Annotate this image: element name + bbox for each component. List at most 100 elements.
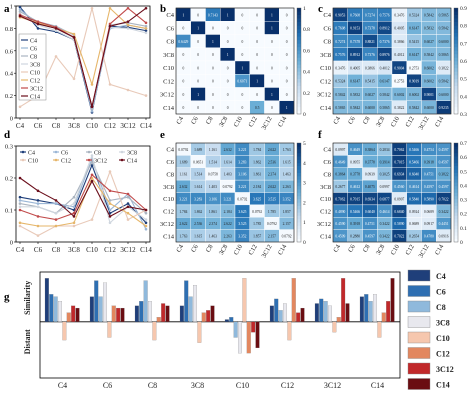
- cell-label: 0: [182, 66, 184, 70]
- cell-label: 0.2753: [394, 80, 404, 84]
- series-line-C14: [19, 7, 147, 107]
- x-tick-label: 3C8: [68, 122, 80, 130]
- cell-label: 0: [182, 106, 184, 110]
- x-tick-label: 3C8: [68, 246, 80, 254]
- bar: [300, 307, 305, 322]
- cell-label: 1.615: [194, 235, 202, 239]
- colorbar-segment: [454, 176, 458, 180]
- legend-label: C14: [127, 159, 137, 165]
- legend-label: C10: [436, 334, 450, 343]
- colorbar-segment: [454, 99, 458, 104]
- data-point: [126, 27, 130, 30]
- colorbar-segment: [454, 166, 458, 170]
- cell-label: 0: [256, 27, 258, 31]
- bar: [336, 317, 341, 322]
- row-label: C14: [163, 233, 175, 240]
- cell-label: 0.4597: [365, 235, 375, 239]
- bar: [368, 301, 373, 322]
- legend-label: C10: [28, 159, 38, 165]
- bar: [314, 303, 319, 322]
- cell-label: 1.689: [179, 160, 187, 164]
- bar: [98, 296, 103, 322]
- cell-label: 0.6934: [365, 197, 375, 201]
- cell-label: 0: [271, 106, 273, 110]
- cell-label: 0: [227, 40, 229, 44]
- colorbar-segment: [454, 212, 458, 216]
- colorbar-tick: 0.2: [303, 91, 310, 97]
- data-point: [144, 29, 148, 32]
- cell-label: 1: [197, 93, 199, 97]
- colorbar-segment: [297, 8, 301, 12]
- cell-label: 0: [197, 13, 199, 17]
- data-point: [18, 221, 22, 225]
- colorbar-segment: [297, 179, 301, 183]
- cell-label: 0.0792: [223, 185, 233, 189]
- cell-label: 0.6000: [365, 106, 375, 110]
- colorbar-segment: [454, 232, 458, 236]
- bar: [224, 319, 229, 322]
- legend-swatch: [407, 300, 431, 313]
- x-tick-label: C4: [16, 122, 25, 130]
- colorbar-segment: [297, 225, 301, 230]
- legend-label: C14: [30, 95, 40, 101]
- bar: [390, 278, 395, 322]
- col-label: C12: [404, 244, 415, 257]
- bar: [229, 317, 234, 322]
- cell-label: 1.862: [253, 160, 261, 164]
- data-point: [108, 22, 112, 26]
- cell-label: 1.861: [209, 210, 217, 214]
- data-point: [72, 211, 76, 215]
- legend-label: C12: [436, 350, 450, 359]
- cell-label: 2.622: [268, 185, 276, 189]
- cell-label: 0: [212, 80, 214, 84]
- col-label: C14: [434, 115, 446, 129]
- heatmap-panel-e: 0.0792 1.689 1.161 2.632 3.221 1.784 2.622 1.76…: [160, 141, 306, 259]
- colorbar-segment: [454, 53, 458, 58]
- cell-label: 0.7274: [335, 40, 345, 44]
- x-tick-label: C4: [16, 246, 25, 254]
- series-line-3C8: [20, 153, 147, 224]
- colorbar-segment: [454, 71, 458, 76]
- cell-label: 0: [182, 93, 184, 97]
- col-label: C10: [233, 116, 244, 129]
- bar: [287, 321, 292, 341]
- x-tick-label: C6: [34, 246, 43, 254]
- colorbar-segment: [297, 159, 301, 164]
- cell-label: 0.5324: [409, 13, 419, 17]
- col-label: C8: [205, 244, 215, 254]
- data-point: [144, 6, 148, 10]
- colorbar-segment: [297, 11, 301, 16]
- cell-label: 0.5842: [439, 27, 449, 31]
- data-point: [54, 27, 58, 30]
- heatmap-frame: [175, 142, 295, 243]
- colorbar-segment: [297, 103, 301, 108]
- bar: [89, 296, 94, 322]
- col-label: C10: [390, 116, 401, 129]
- colorbar-segment: [454, 218, 458, 223]
- cell-label: 0.9053: [335, 13, 345, 17]
- cell-label: 0.3476: [335, 66, 345, 70]
- cell-label: 0: [256, 40, 258, 44]
- cell-label: 3.625: [253, 197, 261, 201]
- series-line-C6: [19, 157, 147, 230]
- colorbar-segment: [297, 89, 301, 94]
- cell-label: 0.4509: [335, 235, 345, 239]
- colorbar-segment: [297, 185, 301, 190]
- colorbar-tick: 0.3: [460, 198, 467, 204]
- cell-label: 0.6840: [394, 210, 404, 214]
- cell-label: 1.857: [253, 235, 261, 239]
- bar: [53, 296, 58, 322]
- cell-label: 0.5466: [409, 148, 419, 152]
- col-label: 3C8: [218, 244, 229, 257]
- cell-label: 3.525: [268, 197, 276, 201]
- cell-label: 0.0917: [424, 222, 434, 226]
- data-point: [18, 10, 22, 13]
- cell-label: 1.785: [253, 222, 261, 226]
- cell-label: 0: [241, 106, 243, 110]
- cell-label: 0.6877: [380, 197, 390, 201]
- cell-label: 0.3778: [365, 160, 375, 164]
- colorbar-segment: [297, 192, 301, 197]
- colorbar-segment: [454, 25, 458, 30]
- colorbar-tick: 0: [303, 112, 306, 118]
- legend-label: 3C8: [436, 319, 450, 328]
